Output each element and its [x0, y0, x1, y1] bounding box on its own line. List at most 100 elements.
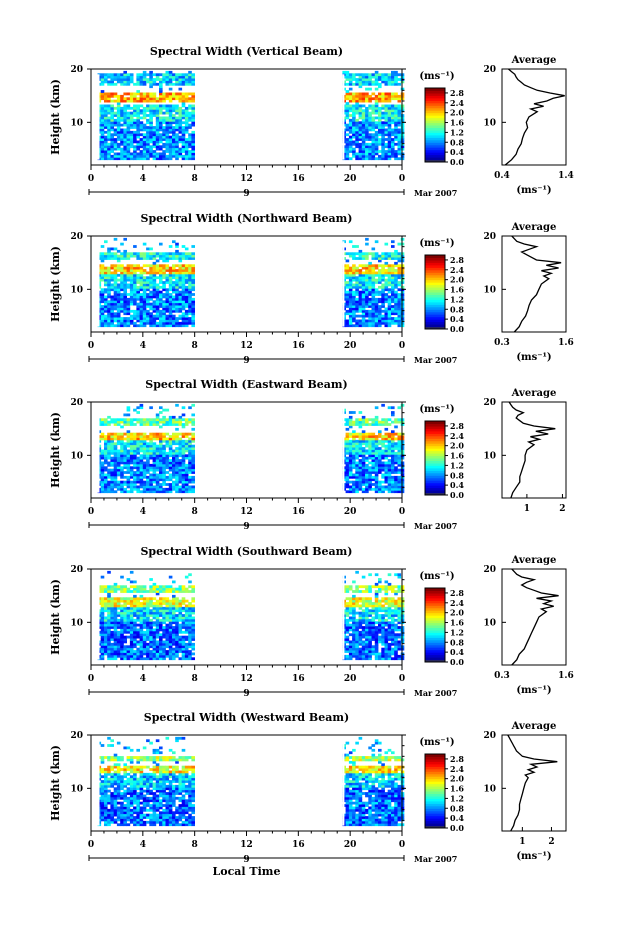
heatmap-cell — [159, 271, 163, 275]
heatmap-cell — [133, 454, 137, 458]
heatmap-cell — [172, 654, 176, 658]
heatmap-cell — [165, 618, 170, 622]
heatmap-cell — [139, 456, 144, 460]
heatmap-cell — [165, 652, 170, 656]
colorbar-unit: (ms⁻¹) — [419, 404, 454, 415]
heatmap-cell — [100, 654, 105, 658]
heatmap-cell — [136, 490, 140, 494]
heatmap-cell — [120, 295, 124, 299]
heatmap-cell — [355, 439, 359, 443]
heatmap-cell — [129, 638, 134, 641]
heatmap-cell — [155, 587, 160, 591]
heatmap-cell — [168, 475, 173, 479]
heatmap-cell — [352, 459, 356, 462]
heatmap-cell — [142, 285, 147, 289]
heatmap-cell — [184, 435, 189, 438]
heatmap-cell — [159, 640, 163, 644]
heatmap-cell — [348, 269, 353, 272]
heatmap-cell — [387, 114, 392, 117]
heatmap-cell — [172, 432, 176, 436]
heatmap-cell — [384, 99, 389, 103]
heatmap-cell — [397, 78, 402, 81]
heatmap-cell — [149, 283, 153, 287]
heatmap-cell — [152, 606, 157, 610]
heatmap-cell — [172, 418, 176, 422]
heatmap-cell — [110, 109, 114, 113]
heatmap-cell — [126, 471, 131, 474]
heatmap-cell — [120, 321, 124, 325]
heatmap-cell — [352, 312, 356, 316]
heatmap-cell — [126, 154, 131, 158]
heatmap-cell — [175, 309, 179, 313]
heatmap-cell — [387, 283, 392, 287]
heatmap-cell — [149, 432, 153, 436]
heatmap-cell — [371, 269, 376, 272]
heatmap-cell — [104, 490, 108, 494]
heatmap-cell — [120, 418, 124, 422]
heatmap-cell — [149, 597, 153, 601]
heatmap-cell — [348, 463, 353, 467]
heatmap-cell — [374, 145, 379, 149]
heatmap-cell — [368, 157, 372, 161]
heatmap-cell — [368, 444, 372, 448]
heatmap-cell — [146, 278, 150, 282]
heatmap-cell — [165, 463, 170, 467]
heatmap-cell — [162, 633, 166, 637]
heatmap-cell — [149, 490, 153, 494]
heatmap-cell — [107, 633, 111, 637]
x-tick-label: 16 — [292, 507, 305, 517]
heatmap-cell — [365, 123, 369, 127]
heatmap-cell — [136, 106, 140, 110]
heatmap-cell — [136, 602, 140, 605]
heatmap-cell — [142, 473, 147, 477]
colorbar-swatch — [425, 423, 445, 427]
heatmap-cell — [139, 435, 144, 438]
heatmap-cell — [129, 94, 134, 98]
heatmap-cell — [168, 118, 173, 122]
heatmap-cell — [120, 454, 124, 458]
heatmap-cell — [178, 114, 183, 117]
heatmap-cell — [365, 116, 369, 120]
heatmap-cell — [159, 281, 163, 284]
heatmap-cell — [129, 456, 134, 460]
heatmap-cell — [136, 114, 140, 117]
heatmap-cell — [110, 614, 114, 617]
heatmap-cell — [352, 411, 356, 414]
heatmap-cell — [181, 128, 186, 132]
heatmap-cell — [159, 314, 163, 318]
heatmap-cell — [374, 321, 379, 325]
heatmap-cell — [368, 480, 372, 484]
heatmap-cell — [120, 485, 124, 489]
heatmap-cell — [381, 130, 385, 134]
heatmap-cell — [100, 590, 105, 593]
heatmap-cell — [378, 432, 382, 436]
heatmap-cell — [129, 585, 134, 589]
heatmap-cell — [123, 645, 127, 649]
heatmap-cell — [188, 157, 192, 161]
heatmap-cell — [159, 485, 163, 489]
heatmap-cell — [107, 157, 111, 161]
heatmap-cell — [371, 123, 376, 127]
heatmap-cell — [374, 463, 379, 467]
heatmap-cell — [129, 628, 134, 632]
heatmap-cell — [139, 647, 144, 651]
heatmap-cell — [120, 468, 124, 472]
heatmap-cell — [146, 463, 150, 467]
heatmap-cell — [188, 447, 192, 450]
heatmap-cell — [155, 104, 160, 108]
heatmap-cell — [152, 97, 157, 101]
heatmap-cell — [384, 242, 389, 246]
heatmap-cell — [107, 106, 111, 110]
heatmap-cell — [384, 468, 389, 472]
heatmap-cell — [133, 473, 137, 477]
y-tick-label: 10 — [70, 451, 83, 461]
heatmap-cell — [146, 616, 150, 620]
heatmap-cell — [172, 466, 176, 470]
heatmap-cell — [133, 150, 137, 153]
heatmap-cell — [133, 273, 137, 277]
heatmap-cell — [184, 142, 189, 146]
heatmap-cell — [394, 249, 398, 253]
heatmap-cell — [165, 602, 170, 605]
heatmap-cell — [155, 133, 160, 137]
heatmap-cell — [149, 628, 153, 632]
